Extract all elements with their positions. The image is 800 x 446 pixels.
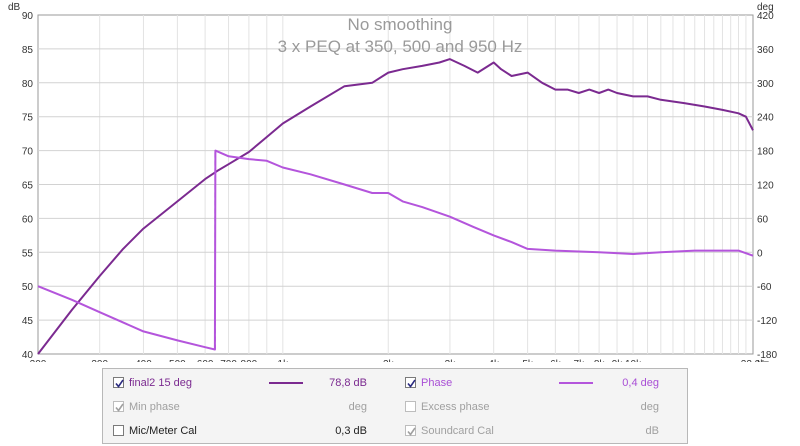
y-tick-label: 55 <box>22 248 34 259</box>
legend-panel: final2 15 deg 78,8 dB Phase 0,4 deg Min … <box>102 368 688 444</box>
legend-value-soundcard-cal: dB <box>645 425 659 437</box>
legend-value-phase: 0,4 deg <box>622 377 659 389</box>
x-tick-label: 600 <box>197 359 214 362</box>
x-tick-label: 10k <box>625 359 642 362</box>
legend-row-1: final2 15 deg 78,8 dB Phase 0,4 deg <box>103 371 687 395</box>
x-tick-label: 4k <box>488 359 500 362</box>
x-tick-label: 700 <box>220 359 237 362</box>
x-tick-label: 8k <box>594 359 606 362</box>
legend-value-min-phase: deg <box>348 401 367 413</box>
y2-tick-label: 0 <box>757 248 763 259</box>
y2-tick-label: 180 <box>757 147 774 158</box>
chart-subtitle: 3 x PEQ at 350, 500 and 950 Hz <box>278 37 523 56</box>
legend-value-final2: 78,8 dB <box>329 377 367 389</box>
phase-checkbox[interactable] <box>405 377 416 388</box>
legend-label-soundcard-cal: Soundcard Cal <box>421 425 494 437</box>
y2-tick-label: 300 <box>757 79 774 90</box>
spl-trace-final2 <box>37 58 754 355</box>
y-tick-label: 90 <box>22 11 34 22</box>
y-tick-label: 60 <box>22 214 34 225</box>
y-tick-label: 40 <box>22 350 34 361</box>
legend-value-excess-phase: deg <box>640 401 659 413</box>
y-tick-label: 70 <box>22 147 34 158</box>
phase-trace <box>37 149 754 351</box>
x-tick-label: 6k <box>550 359 562 362</box>
final2-swatch <box>269 382 303 384</box>
y-tick-label: 50 <box>22 282 34 293</box>
mic-cal-checkbox[interactable] <box>113 425 124 436</box>
y-tick-label: 45 <box>22 316 34 327</box>
x-tick-label: 200 <box>30 359 47 362</box>
x-tick-label: 300 <box>91 359 108 362</box>
x-tick-label: 7k <box>574 359 586 362</box>
y-tick-label: 80 <box>22 79 34 90</box>
y-tick-label: 75 <box>22 113 34 124</box>
x-tick-label: 2k <box>383 359 395 362</box>
legend-label-final2: final2 15 deg <box>129 377 192 389</box>
soundcard-cal-checkbox[interactable] <box>405 425 416 436</box>
x-tick-label: 9k <box>612 359 624 362</box>
x-tick-label: 500 <box>169 359 186 362</box>
y2-tick-label: 120 <box>757 181 774 192</box>
legend-row-3: Mic/Meter Cal 0,3 dB Soundcard Cal dB <box>103 419 687 443</box>
y2-tick-label: -60 <box>757 282 772 293</box>
min-phase-checkbox[interactable] <box>113 401 124 412</box>
y2-tick-label: -180 <box>757 350 777 361</box>
y2-tick-label: 420 <box>757 11 774 22</box>
frequency-response-chart[interactable]: 40 45 50 55 60 65 70 75 80 85 90 -180 -120 -60 0 60 120 1… <box>0 0 800 362</box>
x-tick-label: 1k <box>278 359 290 362</box>
x-tick-label: 800 <box>241 359 258 362</box>
y-tick-label: 65 <box>22 181 34 192</box>
y2-axis-unit: deg <box>757 2 774 13</box>
legend-label-excess-phase: Excess phase <box>421 401 490 413</box>
legend-label-mic-cal: Mic/Meter Cal <box>129 425 197 437</box>
x-tick-label: 5k <box>522 359 534 362</box>
phase-swatch <box>559 382 593 384</box>
chart-title: No smoothing <box>348 15 453 34</box>
y-tick-label: 85 <box>22 45 34 56</box>
excess-phase-checkbox[interactable] <box>405 401 416 412</box>
legend-row-2: Min phase deg Excess phase deg <box>103 395 687 419</box>
final2-checkbox[interactable] <box>113 377 124 388</box>
y2-tick-label: 60 <box>757 214 769 225</box>
y-axis-unit: dB <box>8 2 21 13</box>
y2-tick-label: 360 <box>757 45 774 56</box>
legend-label-phase: Phase <box>421 377 453 389</box>
y2-tick-label: -120 <box>757 316 777 327</box>
x-axis-unit: Hz <box>757 359 769 362</box>
y2-tick-label: 240 <box>757 113 774 124</box>
legend-value-mic-cal: 0,3 dB <box>335 425 367 437</box>
x-tick-label: 400 <box>135 359 152 362</box>
legend-label-min-phase: Min phase <box>129 401 180 413</box>
x-tick-label: 22,0k <box>741 359 766 362</box>
x-tick-label: 3k <box>445 359 457 362</box>
